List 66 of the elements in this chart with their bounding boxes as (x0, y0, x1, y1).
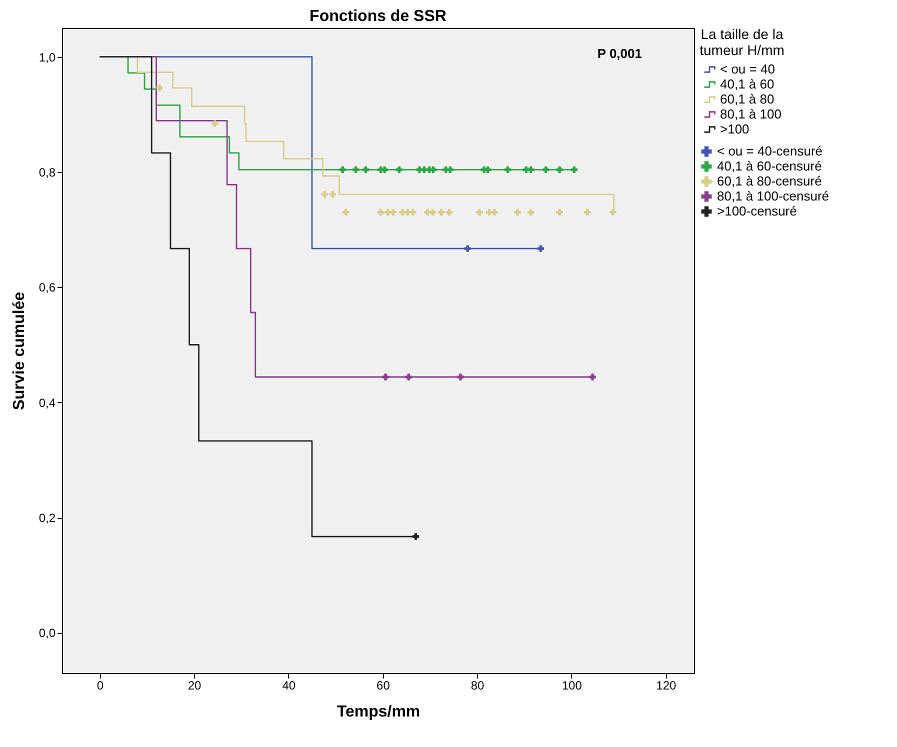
point (514, 208, 521, 216)
point (527, 166, 534, 174)
point (362, 166, 370, 174)
point (484, 166, 492, 174)
point (429, 208, 436, 216)
x-tick-label: 100 (562, 678, 582, 692)
x-tick-label: 0 (96, 678, 104, 692)
legend-title: La taille de la tumeur H/mm (700, 26, 784, 58)
x-tick-label: 120 (656, 678, 677, 692)
point (321, 191, 328, 198)
legend-label: 60,1 à 80-censuré (717, 174, 822, 188)
point (339, 166, 346, 174)
point (382, 374, 389, 380)
y-tick-label: 0,2 (38, 511, 56, 526)
point (412, 533, 420, 540)
legend-label: 40,1 à 60-censuré (717, 158, 822, 174)
point (464, 245, 471, 252)
legend-label: < ou = 40-censuré (717, 144, 823, 158)
point (430, 166, 437, 174)
legend-label: 80,1 à 100-censuré (717, 188, 830, 204)
point (589, 374, 596, 380)
x-tick-label: 40 (282, 678, 296, 692)
point (446, 166, 454, 174)
chart-title: Fonctions de SSR (310, 8, 447, 25)
y-axis-title: Survie cumulée (10, 292, 28, 410)
x-axis-title: Temps/mm (336, 704, 420, 720)
y-tick-label: 0,6 (38, 280, 56, 295)
point (476, 208, 483, 216)
legend-label: 80,1 à 100 (720, 106, 782, 122)
point (446, 208, 453, 216)
point (504, 166, 512, 174)
legend-label: 60,1 à 80 (720, 92, 774, 106)
point (410, 208, 416, 216)
y-tick-label: 0,4 (38, 396, 56, 410)
point (610, 208, 616, 216)
point (211, 120, 218, 127)
point (405, 374, 412, 380)
point (329, 191, 336, 198)
legend-label: >100-censuré (717, 204, 797, 218)
point (542, 166, 550, 174)
point (457, 374, 464, 380)
point (352, 166, 360, 174)
point (537, 245, 544, 252)
point (156, 84, 163, 92)
point (491, 208, 498, 216)
legend-label: 40,1 à 60 (720, 76, 774, 92)
point (381, 166, 388, 174)
point (438, 208, 445, 216)
legend-label: < ou = 40 (720, 62, 775, 76)
point (342, 208, 350, 216)
x-tick-label: 20 (188, 678, 202, 692)
x-tick-label: 60 (376, 678, 390, 692)
annotation: P 0,001 (597, 46, 642, 61)
point (570, 166, 578, 174)
point (584, 208, 591, 216)
point (396, 166, 403, 174)
point (377, 208, 384, 216)
point (390, 208, 396, 216)
y-tick-label: 0,8 (38, 165, 56, 180)
y-tick-label: 1,0 (38, 50, 56, 64)
legend-label: >100 (720, 122, 750, 136)
point (556, 208, 563, 216)
point (556, 166, 563, 174)
y-tick-label: 0,0 (38, 626, 56, 640)
x-tick-label: 80 (470, 678, 485, 692)
point (527, 208, 534, 216)
